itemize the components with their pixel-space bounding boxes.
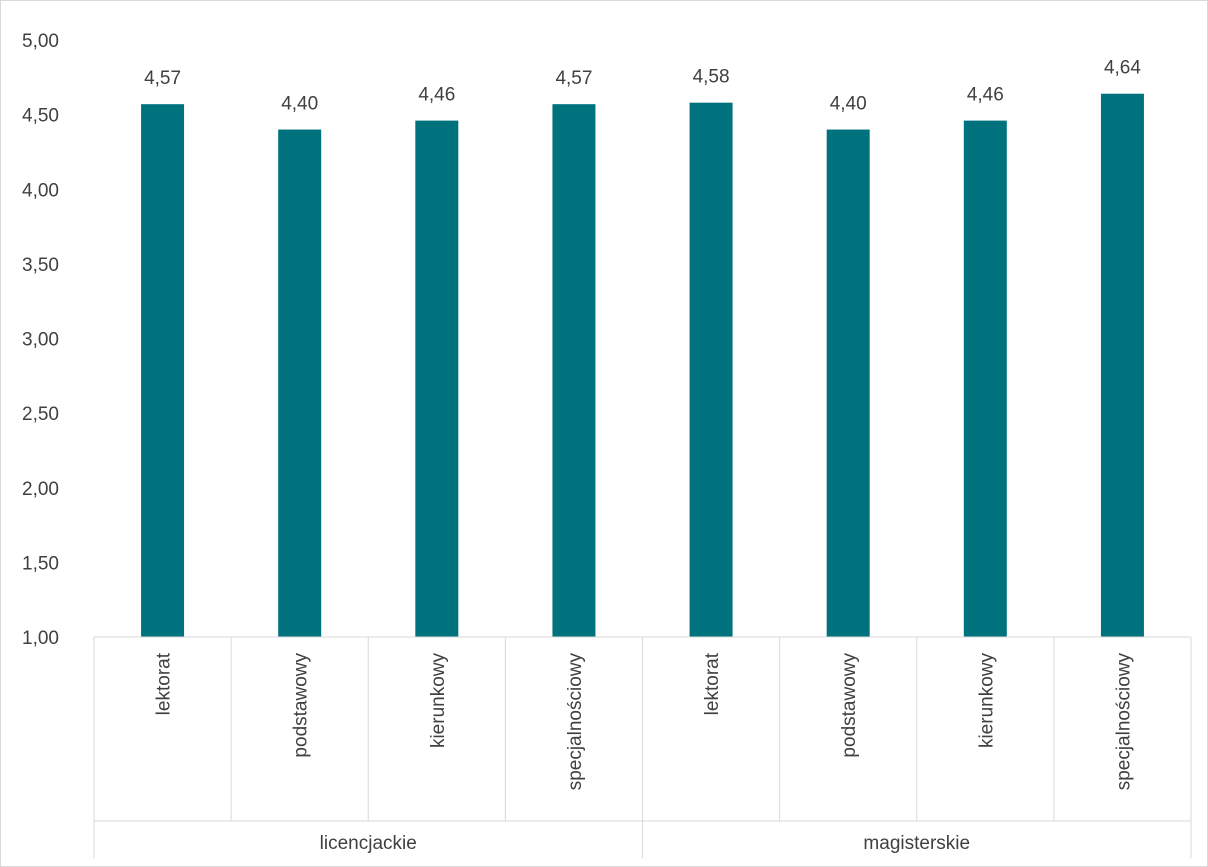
y-tick-label: 4,00 <box>22 180 59 201</box>
x-tick-label: kierunkowy <box>976 653 997 749</box>
data-label: 4,58 <box>693 67 730 88</box>
bar <box>415 120 459 638</box>
data-label: 4,64 <box>1104 58 1141 79</box>
bar <box>141 104 185 638</box>
bar <box>1100 93 1144 638</box>
x-tick-label: podstawowy <box>839 653 860 758</box>
data-label: 4,46 <box>967 85 1004 106</box>
y-tick-label: 3,50 <box>22 255 59 276</box>
bar <box>552 104 596 638</box>
bar <box>278 129 322 638</box>
data-label: 4,57 <box>144 68 181 89</box>
y-tick-label: 2,00 <box>22 479 59 500</box>
data-label: 4,40 <box>830 94 867 115</box>
y-tick-label: 2,50 <box>22 404 59 425</box>
bar <box>963 120 1007 638</box>
data-label: 4,46 <box>418 85 455 106</box>
bar <box>826 129 870 638</box>
x-tick-label: specjalnościowy <box>565 653 586 791</box>
data-label: 4,57 <box>555 68 592 89</box>
x-tick-label: specjalnościowy <box>1113 653 1134 791</box>
group-label: licencjackie <box>320 833 417 854</box>
bar <box>689 102 733 637</box>
y-tick-label: 5,00 <box>22 31 59 52</box>
group-label: magisterskie <box>863 833 970 854</box>
x-tick-label: lektorat <box>702 652 723 715</box>
x-tick-label: podstawowy <box>291 653 312 758</box>
y-tick-label: 1,50 <box>22 553 59 574</box>
data-label: 4,40 <box>281 94 318 115</box>
y-tick-label: 3,00 <box>22 330 59 351</box>
x-tick-label: kierunkowy <box>428 653 449 749</box>
y-tick-label: 4,50 <box>22 106 59 127</box>
x-tick-label: lektorat <box>154 652 175 715</box>
y-tick-label: 1,00 <box>22 628 59 649</box>
